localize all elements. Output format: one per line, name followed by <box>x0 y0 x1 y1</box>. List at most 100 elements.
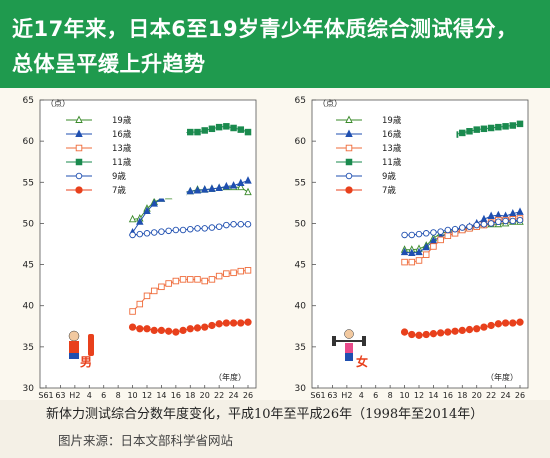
panel-male-point-7歳 <box>215 320 223 328</box>
panel-male-legend-label: 11歳 <box>112 157 132 168</box>
panel-male-legend-marker <box>75 186 83 194</box>
panel-male-point-16歳 <box>208 184 216 192</box>
girl-legs-icon <box>345 353 353 361</box>
panel-female-point-7歳 <box>487 321 495 330</box>
headline-line-2: 总体呈平缓上升趋势 <box>12 52 206 76</box>
panel-male-point-7歳 <box>172 328 180 336</box>
panel-male-point-7歳 <box>157 326 166 335</box>
panel-male-point-7歳 <box>229 319 238 327</box>
panel-female-legend-marker <box>345 115 353 123</box>
panel-male-point-9歳 <box>136 230 144 238</box>
panel-male-x-tick-label: 26 <box>243 391 253 400</box>
panel-female-point-7歳 <box>451 327 459 335</box>
panel-male-y-tick-label: 55 <box>23 178 34 188</box>
panel-male-point-19歳 <box>244 187 252 196</box>
panel-male-x-tick-label: 18 <box>185 391 195 400</box>
panel-female-legend-marker <box>345 129 353 137</box>
chart-area: 30 35 40 45 50 55 60 65 S61 63 H2 4 6 8 10 12 14 16 18 20 22… <box>0 88 550 400</box>
panel-female-legend-marker <box>345 158 353 166</box>
panel-female-x-tick-label: 18 <box>457 391 467 400</box>
girl-body-icon <box>345 343 353 353</box>
panel-male-legend-marker <box>75 158 83 166</box>
panel-female-x-tick-label: 20 <box>472 391 482 400</box>
panel-female-point-9歳 <box>430 229 437 236</box>
panel-male-legend-label: 9歳 <box>112 171 126 182</box>
panel-male-x-tick-label: 22 <box>214 391 224 400</box>
panel-male-unit-label: （点） <box>46 99 70 108</box>
panel-male-legend-label: 16歳 <box>112 129 132 140</box>
panel-male-point-9歳 <box>208 224 216 231</box>
panel-male-point-9歳 <box>230 221 237 228</box>
panel-male-x-tick-label: S61 <box>38 391 53 400</box>
panel-male-point-9歳 <box>165 227 172 235</box>
panel-female-point-11歳 <box>495 123 502 131</box>
panel-female-x-tick-label: 6 <box>373 391 378 400</box>
panel-male-point-13歳 <box>223 270 230 277</box>
panel-male-point-9歳 <box>179 226 187 234</box>
panel-male-x-tick-label: H2 <box>69 391 80 400</box>
panel-male-point-9歳 <box>150 229 158 236</box>
panel-male-point-13歳 <box>215 272 223 280</box>
panel-female-y-tick-label: 65 <box>295 96 306 106</box>
panel-female-point-7歳 <box>473 325 481 333</box>
panel-male-y-tick-label: 40 <box>23 302 35 312</box>
panel-male-point-16歳 <box>136 217 144 225</box>
panel-female-legend-box <box>329 109 457 199</box>
panel-female-point-16歳 <box>422 242 430 251</box>
panel-male-x-tick-label: 10 <box>127 391 137 400</box>
boy-boxer-icon <box>68 330 94 359</box>
panel-female-y-tick-label: 55 <box>295 178 306 188</box>
panel-female-x-tick-label: 8 <box>388 391 393 400</box>
panel-male-point-16歳 <box>215 183 223 191</box>
panel-female-point-7歳 <box>429 330 438 338</box>
panel-male-point-13歳 <box>136 300 144 308</box>
panel-male-point-11歳 <box>230 124 237 132</box>
panel-female-point-13歳 <box>415 257 423 264</box>
panel-male-point-7歳 <box>193 324 202 332</box>
panel-female-point-9歳 <box>437 228 444 235</box>
barbell-plate-icon <box>332 336 336 346</box>
panel-male-x-tick-label: 20 <box>200 391 210 400</box>
panel-male-point-7歳 <box>164 327 173 335</box>
panel-female-point-11歳 <box>466 128 473 135</box>
panel-male-point-16歳 <box>186 186 195 195</box>
panel-male-point-9歳 <box>194 225 201 232</box>
punching-bag-icon <box>88 334 94 356</box>
panel-male-point-9歳 <box>172 226 180 234</box>
panel-female-x-tick-label: 63 <box>327 391 337 400</box>
panel-male-point-9歳 <box>237 221 245 228</box>
panel-male-legend-label: 7歳 <box>112 185 126 196</box>
panel-female-point-7歳 <box>415 331 423 339</box>
panel-male-point-13歳 <box>194 276 201 283</box>
panel-female-x-tick-label: 24 <box>500 391 510 400</box>
headline-line-1: 近17年来，日本6至19岁青少年体质综合测试得分， <box>12 17 518 41</box>
panel-female-legend-label: 11歳 <box>382 157 402 168</box>
boy-body-icon <box>69 341 79 353</box>
panel-male-point-11歳 <box>208 125 216 133</box>
panel-female-point-9歳 <box>466 223 473 230</box>
barbell-plate-icon <box>362 336 366 346</box>
panel-female-legend-label: 13歳 <box>382 143 402 154</box>
panel-male-point-16歳 <box>222 181 231 190</box>
panel-male-x-tick-label: 8 <box>116 391 121 400</box>
panel-male-point-9歳 <box>129 231 136 239</box>
panel-male-point-16歳 <box>200 185 209 193</box>
panel-male-point-11歳 <box>244 128 252 136</box>
panel-female-x-tick-label: 16 <box>443 391 453 400</box>
panel-male-legend-marker <box>75 172 83 180</box>
panel-female-point-9歳 <box>509 217 517 225</box>
panel-female-point-9歳 <box>516 216 524 224</box>
panel-female-x-tick-label: S61 <box>310 391 325 400</box>
panel-male-legend-label: 19歳 <box>112 115 132 126</box>
panel-female-unit-label: （点） <box>318 99 342 108</box>
panel-male-point-11歳 <box>223 123 230 130</box>
panel-male-point-13歳 <box>143 292 151 300</box>
panel-male-point-7歳 <box>179 326 187 335</box>
figure-caption: 新体力测试综合分数年度变化，平成10年至平成26年（1998年至2014年） <box>46 407 484 422</box>
panel-male-legend-marker <box>75 144 83 152</box>
panel-male-y-tick-label: 50 <box>23 219 35 229</box>
panel-female-point-7歳 <box>509 319 517 327</box>
panel-female-point-16歳 <box>516 207 524 215</box>
panel-male-point-9歳 <box>187 225 194 233</box>
image-source: 图片来源：日本文部科学省网站 <box>58 433 234 448</box>
